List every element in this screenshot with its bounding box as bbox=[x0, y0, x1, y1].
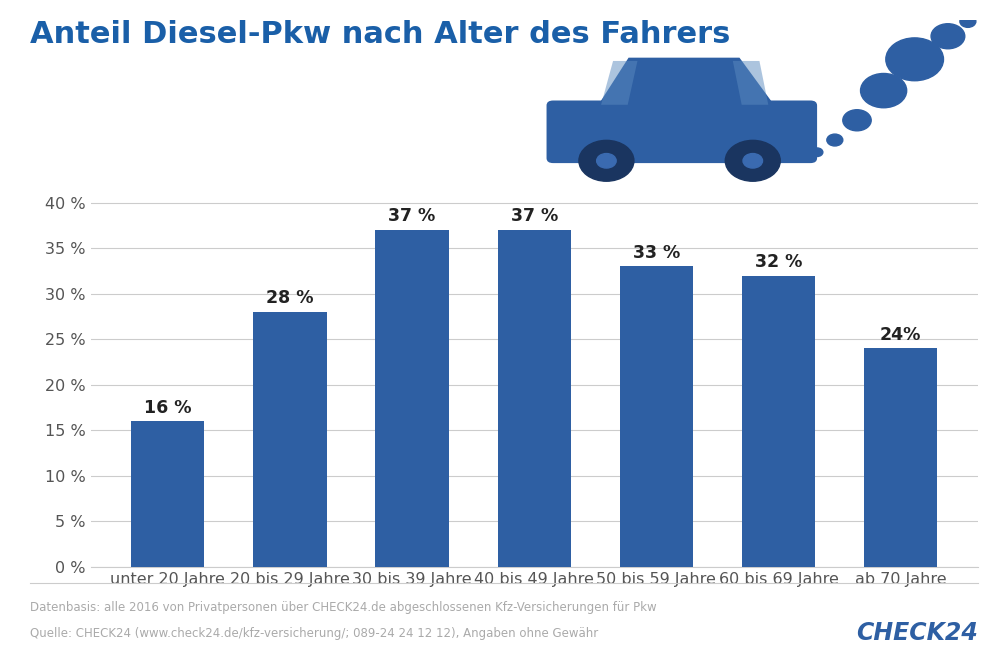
Bar bbox=[742, 275, 815, 567]
Text: Quelle: CHECK24 (www.check24.de/kfz-versicherung/; 089-24 24 12 12), Angaben ohn: Quelle: CHECK24 (www.check24.de/kfz-vers… bbox=[30, 627, 599, 641]
Polygon shape bbox=[733, 61, 768, 105]
Text: 16 %: 16 % bbox=[144, 399, 192, 416]
Circle shape bbox=[743, 154, 762, 168]
Bar bbox=[864, 349, 937, 567]
Polygon shape bbox=[601, 61, 637, 105]
Bar bbox=[375, 230, 449, 567]
Circle shape bbox=[811, 148, 823, 157]
Bar bbox=[253, 312, 327, 567]
Text: 37 %: 37 % bbox=[388, 208, 435, 225]
Circle shape bbox=[597, 154, 616, 168]
Circle shape bbox=[726, 140, 780, 181]
Text: Anteil Diesel-Pkw nach Alter des Fahrers: Anteil Diesel-Pkw nach Alter des Fahrers bbox=[30, 20, 731, 49]
Circle shape bbox=[931, 24, 965, 49]
Text: Datenbasis: alle 2016 von Privatpersonen über CHECK24.de abgeschlossenen Kfz-Ver: Datenbasis: alle 2016 von Privatpersonen… bbox=[30, 601, 657, 614]
Text: 32 %: 32 % bbox=[755, 253, 802, 271]
FancyBboxPatch shape bbox=[546, 100, 817, 163]
Polygon shape bbox=[598, 58, 775, 106]
Circle shape bbox=[827, 134, 843, 146]
Text: 37 %: 37 % bbox=[511, 208, 557, 225]
Bar bbox=[620, 266, 694, 567]
Circle shape bbox=[960, 15, 976, 28]
Text: CHECK24: CHECK24 bbox=[856, 621, 978, 645]
Circle shape bbox=[579, 140, 634, 181]
Circle shape bbox=[861, 73, 906, 107]
Text: 24%: 24% bbox=[880, 326, 921, 344]
Text: 28 %: 28 % bbox=[266, 289, 313, 307]
Bar bbox=[131, 421, 205, 567]
Bar bbox=[498, 230, 571, 567]
Text: 33 %: 33 % bbox=[633, 244, 680, 262]
Circle shape bbox=[886, 38, 943, 80]
Circle shape bbox=[843, 110, 871, 130]
